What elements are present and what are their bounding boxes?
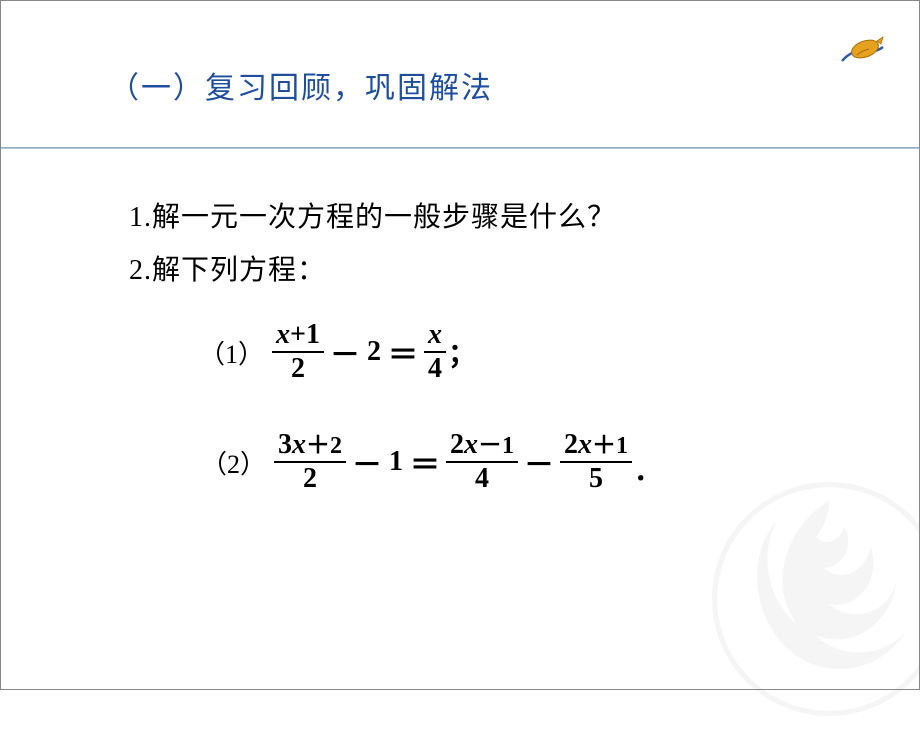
eq1-f1-num-x: x [276,319,290,350]
question-2: 2.解下列方程： [129,248,326,288]
eq1-minus: － [326,330,364,374]
eq2-minus2: － [520,440,558,484]
eq2-minus1: － [348,440,386,484]
eq2-one: 1 [386,446,406,478]
eq1-f2-num: x [424,321,446,349]
eq1-frac2: x 4 [424,321,446,383]
eq1-f1-num-rest: +1 [290,319,320,350]
eq2-f3-den: 5 [585,465,607,493]
question-1: 1.解一元一次方程的一般步骤是什么？ [129,195,616,235]
eq1-two: 2 [364,336,384,368]
eq1-end: ； [448,332,476,372]
divider-rule [1,147,919,149]
eq2-frac1: 3x＋2 2 [274,431,346,493]
equation-1: （1） x+1 2 － 2 ＝ x 4 ； [199,321,476,383]
eq1-f2-den: 4 [424,355,446,383]
equation-2: （2） 3x＋2 2 － 1 ＝ 2x－1 4 － 2x＋1 5 ． [201,431,662,493]
eq2-f2-a: 2 [450,429,464,460]
eq2-f2-x: x [464,429,478,460]
eq2-f1-x: x [292,429,306,460]
eq2-f2-c: －1 [478,433,514,459]
eq2-f2-den: 4 [471,465,493,493]
eq2-equals: ＝ [406,440,444,484]
eq1-equals: ＝ [384,330,422,374]
pen-icon [837,29,887,69]
eq1-index: （1） [199,334,264,371]
eq2-end: ． [634,449,662,493]
eq1-f1-den: 2 [287,355,309,383]
eq2-f3-a: 2 [564,429,578,460]
section-title: （一）复习回顾，巩固解法 [109,63,493,107]
slide: （一）复习回顾，巩固解法 1.解一元一次方程的一般步骤是什么？ 2.解下列方程：… [0,0,920,690]
eq1-frac1: x+1 2 [272,321,324,383]
watermark-logo [699,469,920,729]
eq2-frac2: 2x－1 4 [446,431,518,493]
eq2-f1-a: 3 [278,429,292,460]
eq2-frac3: 2x＋1 5 [560,431,632,493]
eq2-index: （2） [201,444,266,481]
eq2-f1-c: ＋2 [306,433,342,459]
eq2-f1-den: 2 [299,465,321,493]
eq2-f3-x: x [578,429,592,460]
eq2-f3-c: ＋1 [592,433,628,459]
